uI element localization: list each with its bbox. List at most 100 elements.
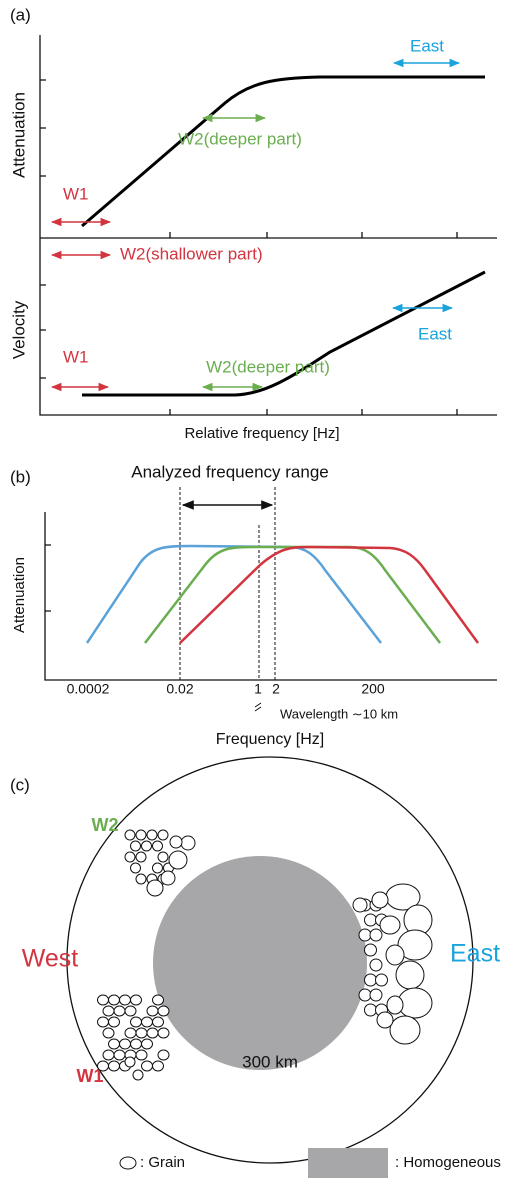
grain (364, 943, 377, 957)
grain (385, 944, 405, 966)
grain (135, 851, 147, 863)
grain (358, 928, 372, 942)
grain (102, 1027, 115, 1039)
grain (352, 897, 368, 913)
grain (364, 1003, 377, 1017)
grain (152, 994, 164, 1006)
label: W1 (77, 1066, 104, 1086)
grain (157, 851, 169, 863)
panel-c: (c) W2 West W1 East 300 km : Grain : Hom… (10, 756, 501, 1178)
grain (386, 995, 404, 1015)
grain (102, 1005, 115, 1017)
grain (152, 1016, 164, 1028)
x-tick-label: 1 (254, 681, 262, 697)
grain (369, 928, 383, 942)
grain (146, 879, 164, 897)
panel-label: (a) (10, 5, 31, 24)
x-label: Relative frequency [Hz] (184, 425, 339, 442)
grain (135, 873, 147, 885)
grain (130, 1038, 142, 1050)
y-label: Attenuation (9, 92, 28, 178)
earth-outline (66, 756, 474, 1164)
annotation: East (418, 324, 452, 343)
grain (389, 1015, 421, 1045)
y-label: Attenuation (11, 557, 28, 633)
label: East (450, 940, 500, 968)
grain (157, 829, 169, 841)
grain (146, 1005, 159, 1017)
grain (124, 1027, 137, 1039)
curve (179, 545, 480, 644)
panel-title: Analyzed frequency range (131, 462, 329, 481)
y-label: Velocity (9, 300, 28, 359)
note: Wavelength ∼10 km (280, 706, 398, 721)
grain (379, 915, 401, 935)
annotation: East (410, 36, 444, 55)
grain (169, 835, 183, 849)
grain (146, 1027, 159, 1039)
grain (108, 1060, 120, 1072)
grain (157, 1027, 170, 1039)
grain (113, 1005, 126, 1017)
grain (97, 994, 109, 1006)
grain (369, 988, 383, 1002)
grain (141, 1016, 153, 1028)
grain (130, 840, 141, 852)
annotation: W1 (63, 347, 89, 366)
grain (369, 958, 383, 972)
grain (146, 829, 158, 841)
grain (130, 1016, 142, 1028)
grain (132, 1069, 144, 1081)
grain (358, 988, 372, 1002)
grain (124, 829, 136, 841)
attenuation-curve (81, 75, 485, 228)
grain (141, 840, 152, 852)
velocity-curve (82, 270, 486, 397)
axes (44, 512, 497, 681)
grain (97, 1060, 109, 1072)
grain (130, 862, 141, 874)
ticks (40, 79, 458, 415)
panel-b: (b) Analyzed frequency range 0.0002 0.02… (10, 462, 497, 748)
grain (97, 1016, 109, 1028)
grain (102, 1049, 115, 1061)
legend-label: : Homogeneous (395, 1154, 501, 1171)
grain (371, 891, 389, 909)
grain (152, 1060, 164, 1072)
grain (364, 973, 377, 987)
grain (364, 913, 377, 927)
legend-label: : Grain (140, 1154, 185, 1171)
axes (39, 35, 497, 416)
grain (395, 960, 425, 990)
grain (119, 1038, 131, 1050)
grain (130, 994, 142, 1006)
annotation: W2(deeper part) (206, 357, 330, 376)
grain (135, 829, 147, 841)
grain (152, 862, 163, 874)
grain (397, 929, 433, 961)
x-tick-label: 0.02 (166, 681, 193, 697)
grain (119, 994, 131, 1006)
grain (141, 1060, 153, 1072)
legend-grain (119, 1156, 137, 1170)
grain (108, 1038, 120, 1050)
grain (124, 851, 136, 863)
annotation: W2(shallower part) (120, 244, 263, 263)
grain (113, 1049, 126, 1061)
panel-label: (c) (10, 775, 30, 794)
x-label: Frequency [Hz] (216, 731, 324, 748)
grain (124, 1005, 137, 1017)
grain (152, 840, 163, 852)
grain (157, 1049, 170, 1061)
homogeneous-core (153, 856, 367, 1070)
grain (180, 835, 196, 851)
grain (141, 1038, 153, 1050)
x-tick-label: 2 (272, 681, 280, 697)
curve (144, 545, 441, 644)
label: West (22, 945, 79, 973)
grain (124, 1056, 136, 1068)
grain (108, 994, 120, 1006)
label: 300 km (242, 1052, 298, 1071)
legend-homogeneous (308, 1148, 388, 1178)
